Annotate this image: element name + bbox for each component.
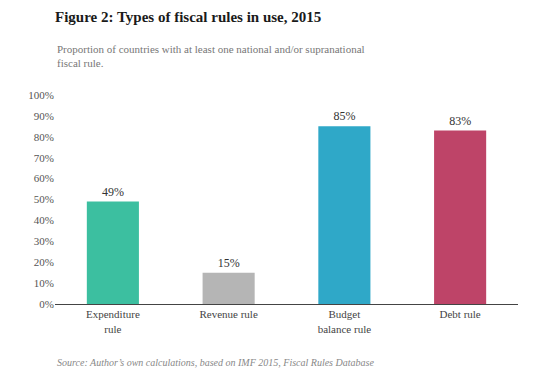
- svg-text:83%: 83%: [449, 114, 471, 128]
- svg-text:100%: 100%: [28, 89, 54, 101]
- svg-text:70%: 70%: [34, 152, 54, 164]
- svg-text:60%: 60%: [34, 172, 54, 184]
- svg-text:Expenditurerule: Expenditurerule: [86, 308, 140, 334]
- svg-text:Budgetbalance rule: Budgetbalance rule: [318, 308, 372, 334]
- svg-text:10%: 10%: [34, 277, 54, 289]
- svg-text:49%: 49%: [102, 185, 124, 199]
- svg-text:20%: 20%: [34, 256, 54, 268]
- svg-text:Proportion of countries with a: Proportion of countries with at least on…: [57, 43, 365, 69]
- svg-text:Revenue rule: Revenue rule: [199, 308, 257, 320]
- svg-text:30%: 30%: [34, 235, 54, 247]
- svg-text:0%: 0%: [39, 298, 54, 310]
- svg-text:80%: 80%: [34, 131, 54, 143]
- svg-text:15%: 15%: [218, 256, 240, 270]
- svg-text:Debt rule: Debt rule: [440, 308, 481, 320]
- svg-text:90%: 90%: [34, 110, 54, 122]
- svg-text:Source: Author’s own calculati: Source: Author’s own calculations, based…: [57, 357, 374, 368]
- svg-text:50%: 50%: [34, 193, 54, 205]
- svg-text:Figure 2: Types of fiscal rule: Figure 2: Types of fiscal rules in use, …: [55, 9, 321, 25]
- svg-text:40%: 40%: [34, 214, 54, 226]
- svg-text:85%: 85%: [333, 109, 355, 123]
